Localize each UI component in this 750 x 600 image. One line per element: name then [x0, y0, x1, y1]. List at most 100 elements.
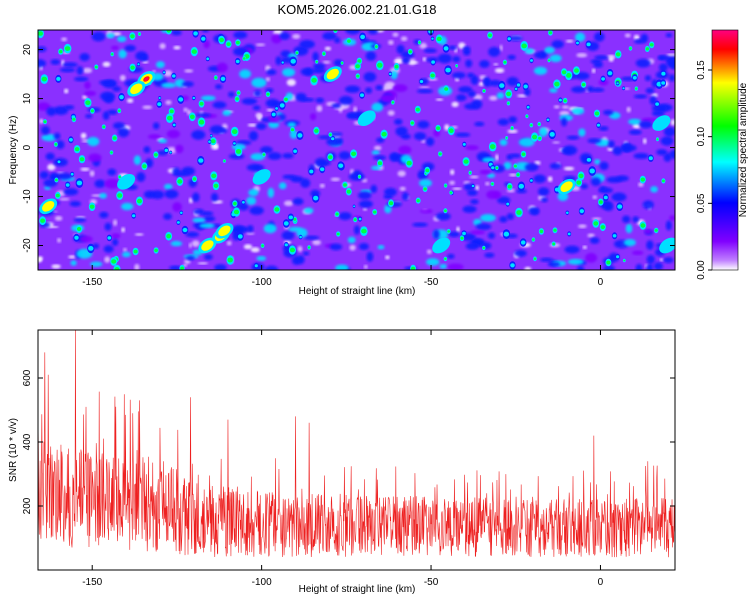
spectral-speckle — [438, 152, 442, 156]
low-amplitude-vein — [82, 95, 88, 100]
spectral-speckle — [223, 160, 226, 162]
spectral-speckle — [447, 230, 451, 233]
spectral-texture-blob — [256, 256, 267, 261]
spectral-speckle — [547, 59, 551, 62]
low-amplitude-vein — [38, 257, 42, 263]
spectral-speckle — [463, 159, 469, 164]
spectral-texture-blob — [487, 232, 496, 239]
spectral-speckle — [430, 73, 435, 78]
spectral-speckle — [290, 128, 295, 132]
spectral-speckle — [41, 76, 47, 82]
low-amplitude-vein — [126, 98, 134, 103]
snr-y-axis-label: SNR (10 * v/v) — [8, 418, 19, 482]
spectral-texture-blob — [241, 98, 258, 105]
spectral-speckle — [516, 173, 520, 177]
spectral-texture-blob — [541, 197, 548, 203]
spectral-texture-blob — [193, 208, 205, 215]
low-amplitude-vein — [123, 248, 127, 252]
spectrogram-frame — [37, 29, 676, 271]
spectral-speckle — [507, 102, 510, 105]
spectral-speckle — [299, 235, 302, 239]
spectral-texture-blob — [470, 199, 479, 205]
low-amplitude-vein — [283, 200, 294, 207]
low-amplitude-vein — [47, 163, 56, 171]
spectral-texture-blob — [628, 129, 642, 135]
spectral-texture-blob — [414, 132, 427, 141]
spectral-texture-blob — [412, 222, 428, 227]
spectral-speckle — [622, 87, 625, 90]
spectral-texture-blob — [118, 49, 127, 59]
spectral-texture-blob — [133, 155, 141, 166]
spectral-texture-blob — [571, 86, 586, 93]
low-amplitude-vein — [495, 154, 499, 161]
spectral-texture-blob — [296, 228, 308, 238]
spectral-speckle — [491, 166, 495, 170]
low-amplitude-vein — [509, 173, 517, 177]
spectral-speckle — [199, 101, 204, 106]
low-amplitude-vein — [297, 246, 303, 252]
spectral-texture-blob — [329, 243, 343, 251]
spectral-texture-blob — [455, 94, 467, 102]
low-amplitude-vein — [473, 94, 483, 101]
spectral-texture-blob — [271, 33, 282, 44]
spectral-texture-blob — [645, 87, 655, 94]
spectral-texture-blob — [91, 31, 106, 42]
low-amplitude-vein — [82, 67, 93, 74]
low-amplitude-vein — [226, 240, 232, 246]
spectral-texture-blob — [551, 40, 564, 49]
spectral-texture-blob — [248, 131, 259, 141]
spectral-texture-blob — [538, 127, 548, 137]
spectral-speckle — [220, 76, 226, 81]
spectral-speckle — [607, 71, 613, 76]
spectral-texture-blob — [282, 68, 296, 77]
spectral-speckle — [198, 158, 204, 163]
spectral-speckle — [262, 153, 266, 156]
spectral-texture-blob — [656, 149, 668, 156]
spectral-speckle — [233, 142, 236, 145]
spectral-speckle — [94, 65, 98, 69]
spectral-texture-blob — [493, 191, 502, 199]
spectral-texture-blob — [622, 215, 631, 223]
spectral-speckle — [353, 218, 357, 221]
spectral-speckle — [226, 42, 231, 46]
spectral-texture-blob — [147, 134, 161, 140]
spectral-texture-blob — [575, 32, 586, 42]
spectral-texture-blob — [603, 265, 615, 270]
spectral-texture-blob — [475, 223, 492, 231]
spectral-speckle — [289, 247, 295, 253]
spectral-speckle — [469, 171, 472, 174]
spectral-speckle — [518, 183, 524, 189]
spectral-texture-blob — [195, 113, 211, 118]
spectral-speckle — [266, 92, 270, 96]
spectral-texture-blob — [203, 254, 213, 260]
spectral-speckle — [208, 140, 211, 143]
spectral-speckle — [172, 74, 176, 78]
spectral-speckle — [351, 151, 357, 156]
low-amplitude-vein — [499, 44, 503, 52]
spectral-speckle — [471, 184, 475, 188]
spectral-speckle — [394, 64, 399, 69]
spectral-texture-blob — [417, 120, 430, 129]
x-tick-label: -100 — [252, 577, 272, 588]
spectral-texture-blob — [621, 144, 637, 152]
spectral-texture-blob — [79, 53, 90, 62]
spectral-speckle — [102, 125, 106, 129]
spectral-speckle — [89, 204, 95, 209]
low-amplitude-vein — [456, 226, 460, 233]
spectral-texture-blob — [247, 225, 254, 233]
spectral-texture-blob — [603, 109, 614, 116]
low-amplitude-vein — [316, 105, 323, 112]
spectral-texture-blob — [300, 178, 311, 188]
spectral-texture-blob — [380, 94, 396, 103]
spectral-speckle — [462, 143, 466, 146]
spectral-speckle — [635, 87, 638, 90]
spectral-texture-blob — [112, 86, 122, 92]
spectral-texture-blob — [663, 126, 675, 137]
spectral-speckle — [579, 209, 584, 214]
spectral-texture-blob — [396, 44, 405, 55]
spectral-speckle — [54, 143, 58, 146]
low-amplitude-vein — [64, 88, 69, 94]
spectral-speckle — [373, 210, 377, 214]
spectral-texture-blob — [669, 215, 675, 221]
spectral-speckle — [233, 209, 240, 215]
